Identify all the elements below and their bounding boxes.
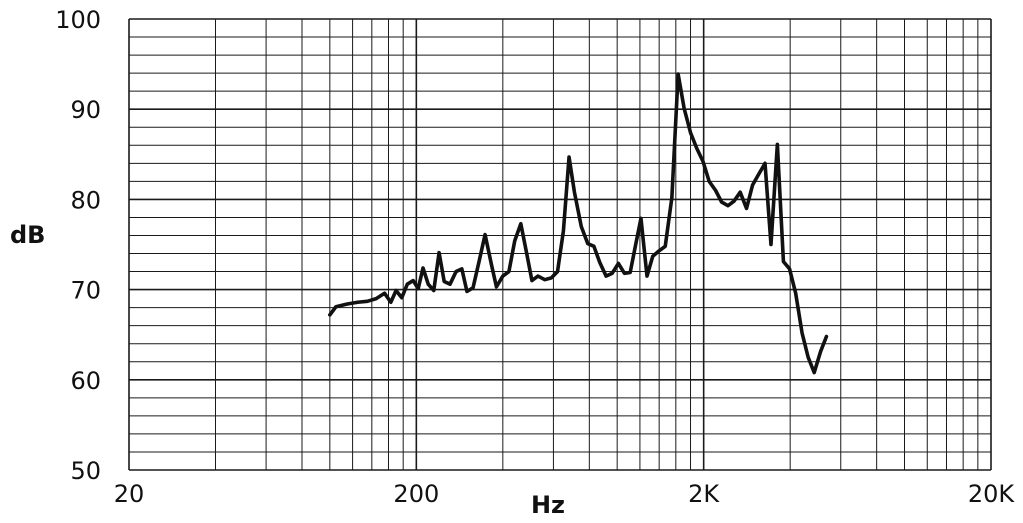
y-tick-label: 50 [70, 457, 101, 485]
x-tick-label: 20K [968, 480, 1016, 508]
y-tick-label: 70 [70, 277, 101, 305]
response-curve [328, 72, 829, 375]
y-tick-label: 100 [55, 6, 101, 34]
y-tick-label: 90 [70, 96, 101, 124]
y-axis-label: dB [10, 221, 45, 249]
x-tick-label: 20 [114, 480, 145, 508]
y-tick-label: 80 [70, 186, 101, 214]
tick-labels: 100 90 80 70 60 50 20 200 2K 20K [55, 6, 1015, 508]
x-axis-label: Hz [531, 491, 565, 519]
y-tick-label: 60 [70, 367, 101, 395]
x-tick-label: 200 [393, 480, 439, 508]
x-tick-label: 2K [688, 480, 720, 508]
